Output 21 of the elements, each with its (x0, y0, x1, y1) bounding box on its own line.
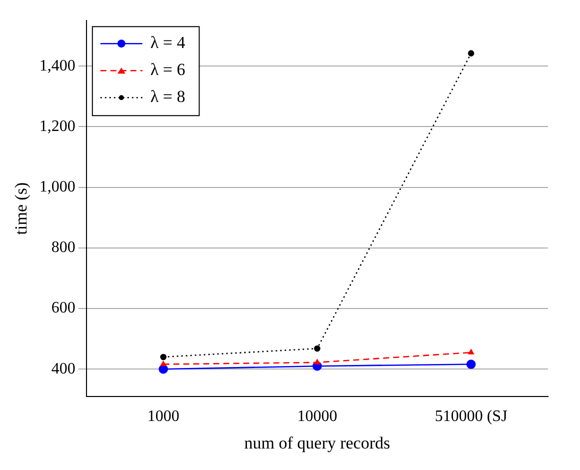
y-tick-label: 600 (51, 300, 76, 317)
legend-label: λ = 6 (150, 60, 186, 80)
point (160, 361, 166, 366)
y-tick-label: 400 (51, 360, 76, 378)
point (466, 360, 476, 369)
y-axis-title: time (s) (12, 182, 31, 235)
point (468, 50, 474, 56)
x-axis-title: num of query records (244, 433, 390, 452)
point (468, 349, 474, 354)
y-tick-label: 1,400 (39, 57, 76, 74)
point (160, 354, 166, 360)
legend-label: λ = 4 (150, 33, 186, 52)
y-tick-label: 800 (51, 239, 76, 256)
x-tick-label: 10000 (297, 408, 338, 426)
y-tick-label: 1,000 (39, 178, 76, 196)
x-tick-label: 510000 (SJ (434, 408, 508, 426)
point (314, 359, 320, 364)
point (314, 345, 320, 352)
legend-label: λ = 8 (150, 87, 186, 106)
x-tick-label: 1000 (147, 408, 180, 426)
y-tick-label: 1,200 (39, 118, 76, 135)
